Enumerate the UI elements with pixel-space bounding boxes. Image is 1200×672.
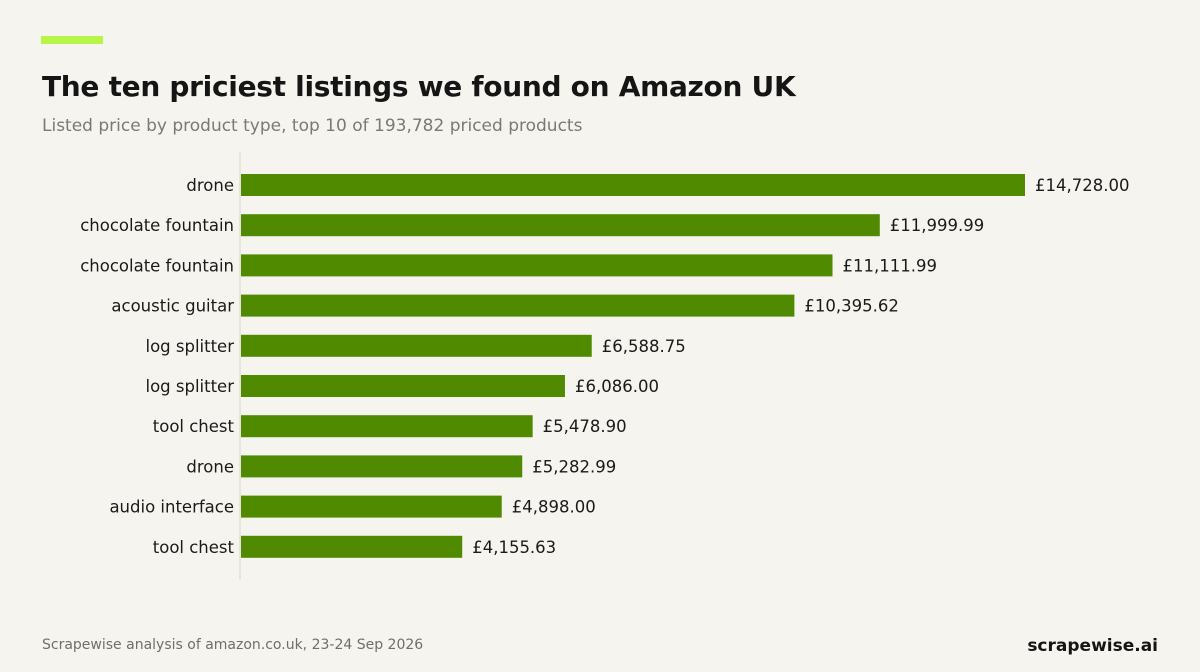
chart-subtitle: Listed price by product type, top 10 of …: [42, 116, 583, 136]
category-label: tool chest: [153, 538, 235, 557]
category-label: log splitter: [145, 337, 234, 356]
value-label: £4,155.63: [472, 538, 556, 557]
value-label: £11,999.99: [890, 216, 984, 235]
accent-bar: [41, 36, 103, 44]
value-label: £10,395.62: [804, 297, 898, 316]
value-label: £5,478.90: [543, 417, 627, 436]
value-label: £11,111.99: [843, 256, 937, 275]
category-label: tool chest: [153, 417, 235, 436]
category-label: drone: [186, 457, 234, 476]
value-label: £6,588.75: [602, 337, 686, 356]
category-label: log splitter: [145, 377, 234, 396]
bar: [241, 375, 565, 397]
bar: [241, 495, 502, 518]
bar: [241, 294, 795, 317]
category-label: drone: [186, 176, 234, 195]
category-label: chocolate fountain: [80, 256, 234, 275]
value-label: £14,728.00: [1035, 176, 1129, 195]
category-label: audio interface: [109, 498, 234, 517]
value-label: £5,282.99: [532, 457, 616, 476]
bar: [241, 174, 1025, 196]
value-label: £6,086.00: [575, 377, 659, 396]
source-note: Scrapewise analysis of amazon.co.uk, 23-…: [42, 637, 424, 653]
bar: [241, 254, 833, 277]
value-label: £4,898.00: [512, 498, 596, 517]
category-label: acoustic guitar: [111, 297, 234, 316]
chart-title: The ten priciest listings we found on Am…: [42, 70, 796, 103]
category-label: chocolate fountain: [80, 216, 234, 235]
bar: [241, 214, 880, 237]
bar: [241, 455, 523, 478]
bar: [241, 415, 533, 438]
bar: [241, 535, 463, 558]
brand-name: scrapewise.ai: [1027, 636, 1158, 656]
bar: [241, 334, 592, 357]
